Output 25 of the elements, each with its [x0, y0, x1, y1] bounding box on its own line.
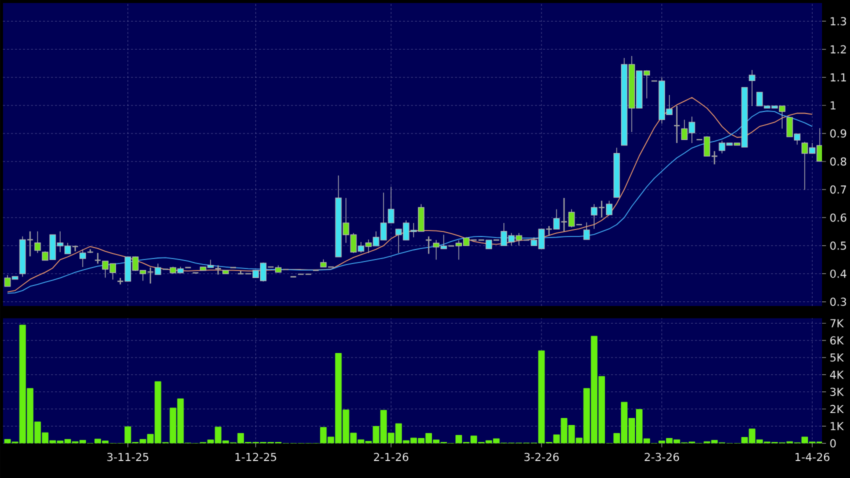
x-tick-label: 1-4-26 — [796, 452, 830, 462]
y-tick-label: 0.9 — [830, 129, 846, 138]
y-tick-label: 0.4 — [830, 270, 846, 278]
y-tick-label: 0.7 — [830, 185, 846, 194]
y-tick-label: 7K — [830, 319, 844, 328]
y-tick-label: 1 — [830, 101, 836, 110]
y-tick-label: 4K — [830, 370, 844, 379]
y-tick-label: 2K — [830, 404, 844, 414]
x-tick-label: 3-2-26 — [524, 452, 559, 462]
x-tick-label: 2-1-26 — [374, 452, 408, 462]
y-tick-label: 1K — [830, 422, 844, 430]
y-tick-label: 0.8 — [830, 157, 846, 166]
x-tick-label: 1-12-25 — [236, 452, 276, 462]
y-tick-label: 1.1 — [830, 73, 846, 82]
x-tick-label: 3-11-25 — [107, 452, 148, 462]
y-tick-label: 5K — [830, 353, 844, 362]
y-tick-label: 6K — [830, 336, 844, 345]
y-tick-label: 0 — [830, 439, 836, 448]
y-tick-label: 0.6 — [830, 213, 846, 222]
y-tick-label: 0.3 — [830, 298, 846, 306]
y-tick-label: 0.5 — [830, 242, 846, 250]
y-tick-label: 1.3 — [830, 17, 846, 26]
y-tick-label: 3K — [830, 388, 844, 396]
y-tick-label: 1.2 — [830, 45, 846, 54]
x-tick-label: 2-3-26 — [644, 452, 680, 462]
